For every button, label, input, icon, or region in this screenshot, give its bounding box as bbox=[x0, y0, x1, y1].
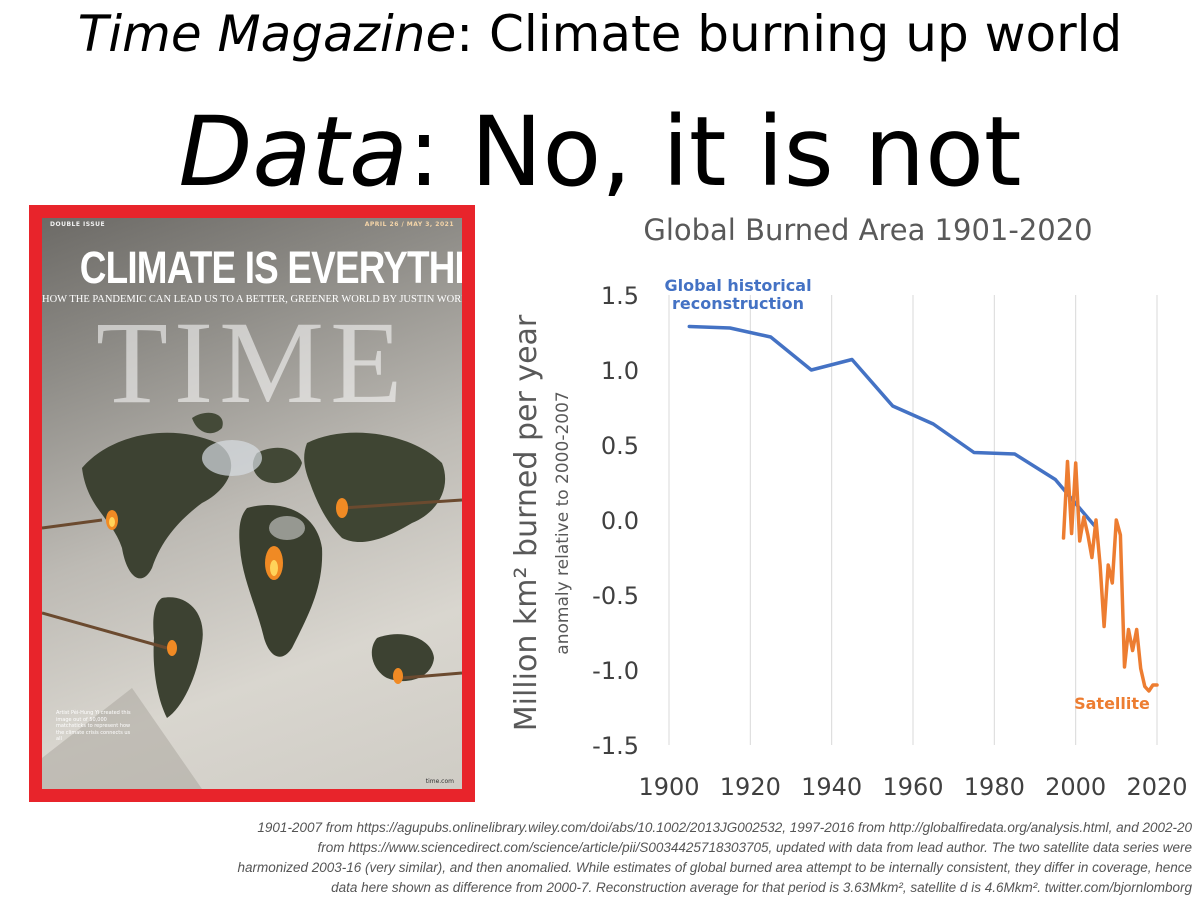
y-tick-label: -0.5 bbox=[592, 582, 639, 610]
x-tick-label: 1940 bbox=[801, 773, 862, 801]
headline-source: Time Magazine bbox=[77, 5, 457, 63]
headline-line-2: Data: No, it is not bbox=[0, 92, 1200, 212]
y-tick-label: -1.0 bbox=[592, 657, 639, 685]
footnote-line: from https://www.sciencedirect.com/scien… bbox=[317, 840, 1192, 855]
cover-subtitle: HOW THE PANDEMIC CAN LEAD US TO A BETTER… bbox=[42, 294, 462, 305]
x-tick-label: 2020 bbox=[1126, 773, 1187, 801]
x-tick-label: 1980 bbox=[964, 773, 1025, 801]
y-axis-sublabel: anomaly relative to 2000-2007 bbox=[553, 391, 573, 654]
y-tick-label: 0.5 bbox=[601, 432, 639, 460]
cover-date: APRIL 26 / MAY 3, 2021 bbox=[364, 221, 454, 228]
data-series bbox=[687, 324, 1159, 693]
series-line-satellite bbox=[1061, 459, 1159, 693]
headline-data-word: Data bbox=[178, 96, 408, 208]
footnote-line: data here shown as difference from 2000-… bbox=[331, 880, 1192, 895]
source-footnote: 1901-2007 from https://agupubs.onlinelib… bbox=[20, 818, 1192, 898]
y-tick-label: 0.0 bbox=[601, 507, 639, 535]
y-tick-label: -1.5 bbox=[592, 732, 639, 760]
x-tick-label: 1900 bbox=[638, 773, 699, 801]
y-axis-label: Million km² burned per year bbox=[509, 314, 544, 731]
cover-image: DOUBLE ISSUE APRIL 26 / MAY 3, 2021 CLIM… bbox=[42, 218, 462, 789]
cover-issue-label: DOUBLE ISSUE bbox=[50, 221, 106, 228]
cover-subtitle-text: HOW THE PANDEMIC CAN LEAD US TO A BETTER… bbox=[42, 294, 380, 305]
y-tick-label: 1.5 bbox=[601, 282, 639, 310]
cover-caption: Artist Pèi-Hung Yi created this image ou… bbox=[56, 710, 131, 742]
time-magazine-cover: DOUBLE ISSUE APRIL 26 / MAY 3, 2021 CLIM… bbox=[29, 205, 475, 802]
x-tick-label: 1920 bbox=[720, 773, 781, 801]
cover-url: time.com bbox=[425, 778, 454, 785]
footnote-line: harmonized 2003-16 (very similar), and t… bbox=[237, 860, 1192, 875]
burned-area-chart: Global Burned Area 1901-2020 Million km²… bbox=[509, 213, 1188, 801]
cover-headline: CLIMATE IS EVERYTHING. bbox=[79, 242, 462, 293]
cover-byline: BY JUSTIN WORLAND bbox=[382, 294, 463, 305]
series-label-reconstruction-line2: reconstruction bbox=[672, 294, 804, 313]
chart-title: Global Burned Area 1901-2020 bbox=[643, 213, 1092, 247]
series-label-reconstruction: Global historical bbox=[664, 276, 811, 295]
grid-lines bbox=[668, 295, 1158, 745]
y-tick-label: 1.0 bbox=[601, 357, 639, 385]
axis-ticks: 1900 1920 1940 1960 1980 2000 2020 1.5 1.0 0.5 0.0… bbox=[592, 282, 1187, 801]
time-logo: TIME bbox=[95, 297, 409, 428]
headline-claim: : Climate burning up world bbox=[456, 5, 1123, 63]
x-tick-label: 2000 bbox=[1045, 773, 1106, 801]
series-line-reconstruction bbox=[687, 324, 1098, 530]
x-tick-label: 1960 bbox=[882, 773, 943, 801]
footnote-line: 1901-2007 from https://agupubs.onlinelib… bbox=[257, 820, 1192, 835]
headline-line-1: Time Magazine: Climate burning up world bbox=[0, 4, 1200, 64]
matchstick-world-map-image bbox=[42, 412, 462, 789]
series-label-satellite: Satellite bbox=[1074, 694, 1150, 713]
headline-rebuttal: : No, it is not bbox=[407, 96, 1022, 208]
